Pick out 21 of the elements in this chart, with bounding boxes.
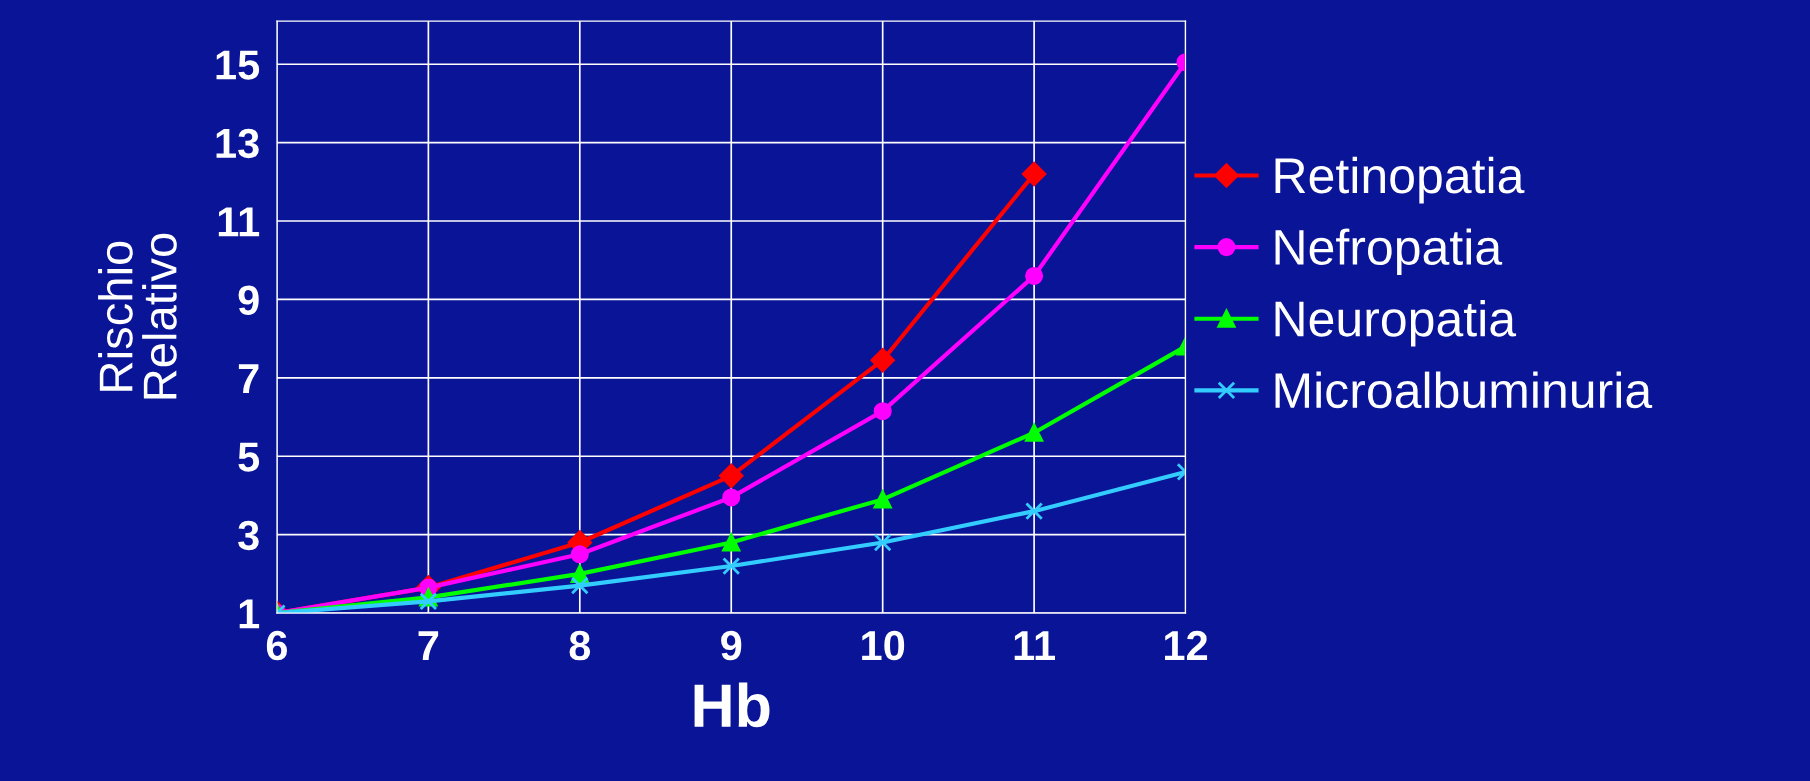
- y-tick-label: 5: [238, 442, 260, 472]
- legend-label: Retinopatia: [1275, 156, 1525, 204]
- x-tick-label: 7: [418, 631, 439, 660]
- legend-label: Nefropatia: [1275, 228, 1503, 275]
- y-axis-title: Rischio Relativo: [98, 233, 177, 399]
- y-tick-label: 1: [239, 599, 260, 629]
- x-tick-label: 9: [721, 630, 742, 661]
- legend-label: Microalbuminuria: [1275, 371, 1653, 409]
- y-tick-label: 15: [216, 50, 260, 80]
- x-tick-label: 6: [266, 630, 288, 661]
- y-tick-label: 3: [238, 520, 259, 551]
- y-tick-label: 9: [238, 285, 259, 315]
- x-tick-label: 8: [569, 630, 591, 661]
- y-tick-label: 13: [216, 128, 259, 159]
- legend-label: Neuropatia: [1275, 299, 1517, 347]
- x-tick-label: 12: [1165, 630, 1208, 660]
- x-tick-label: 11: [1014, 631, 1055, 660]
- x-axis-title: Hb: [694, 682, 770, 728]
- y-tick-label: 7: [238, 364, 259, 393]
- y-tick-label: 11: [218, 207, 260, 237]
- x-tick-label: 10: [862, 630, 905, 661]
